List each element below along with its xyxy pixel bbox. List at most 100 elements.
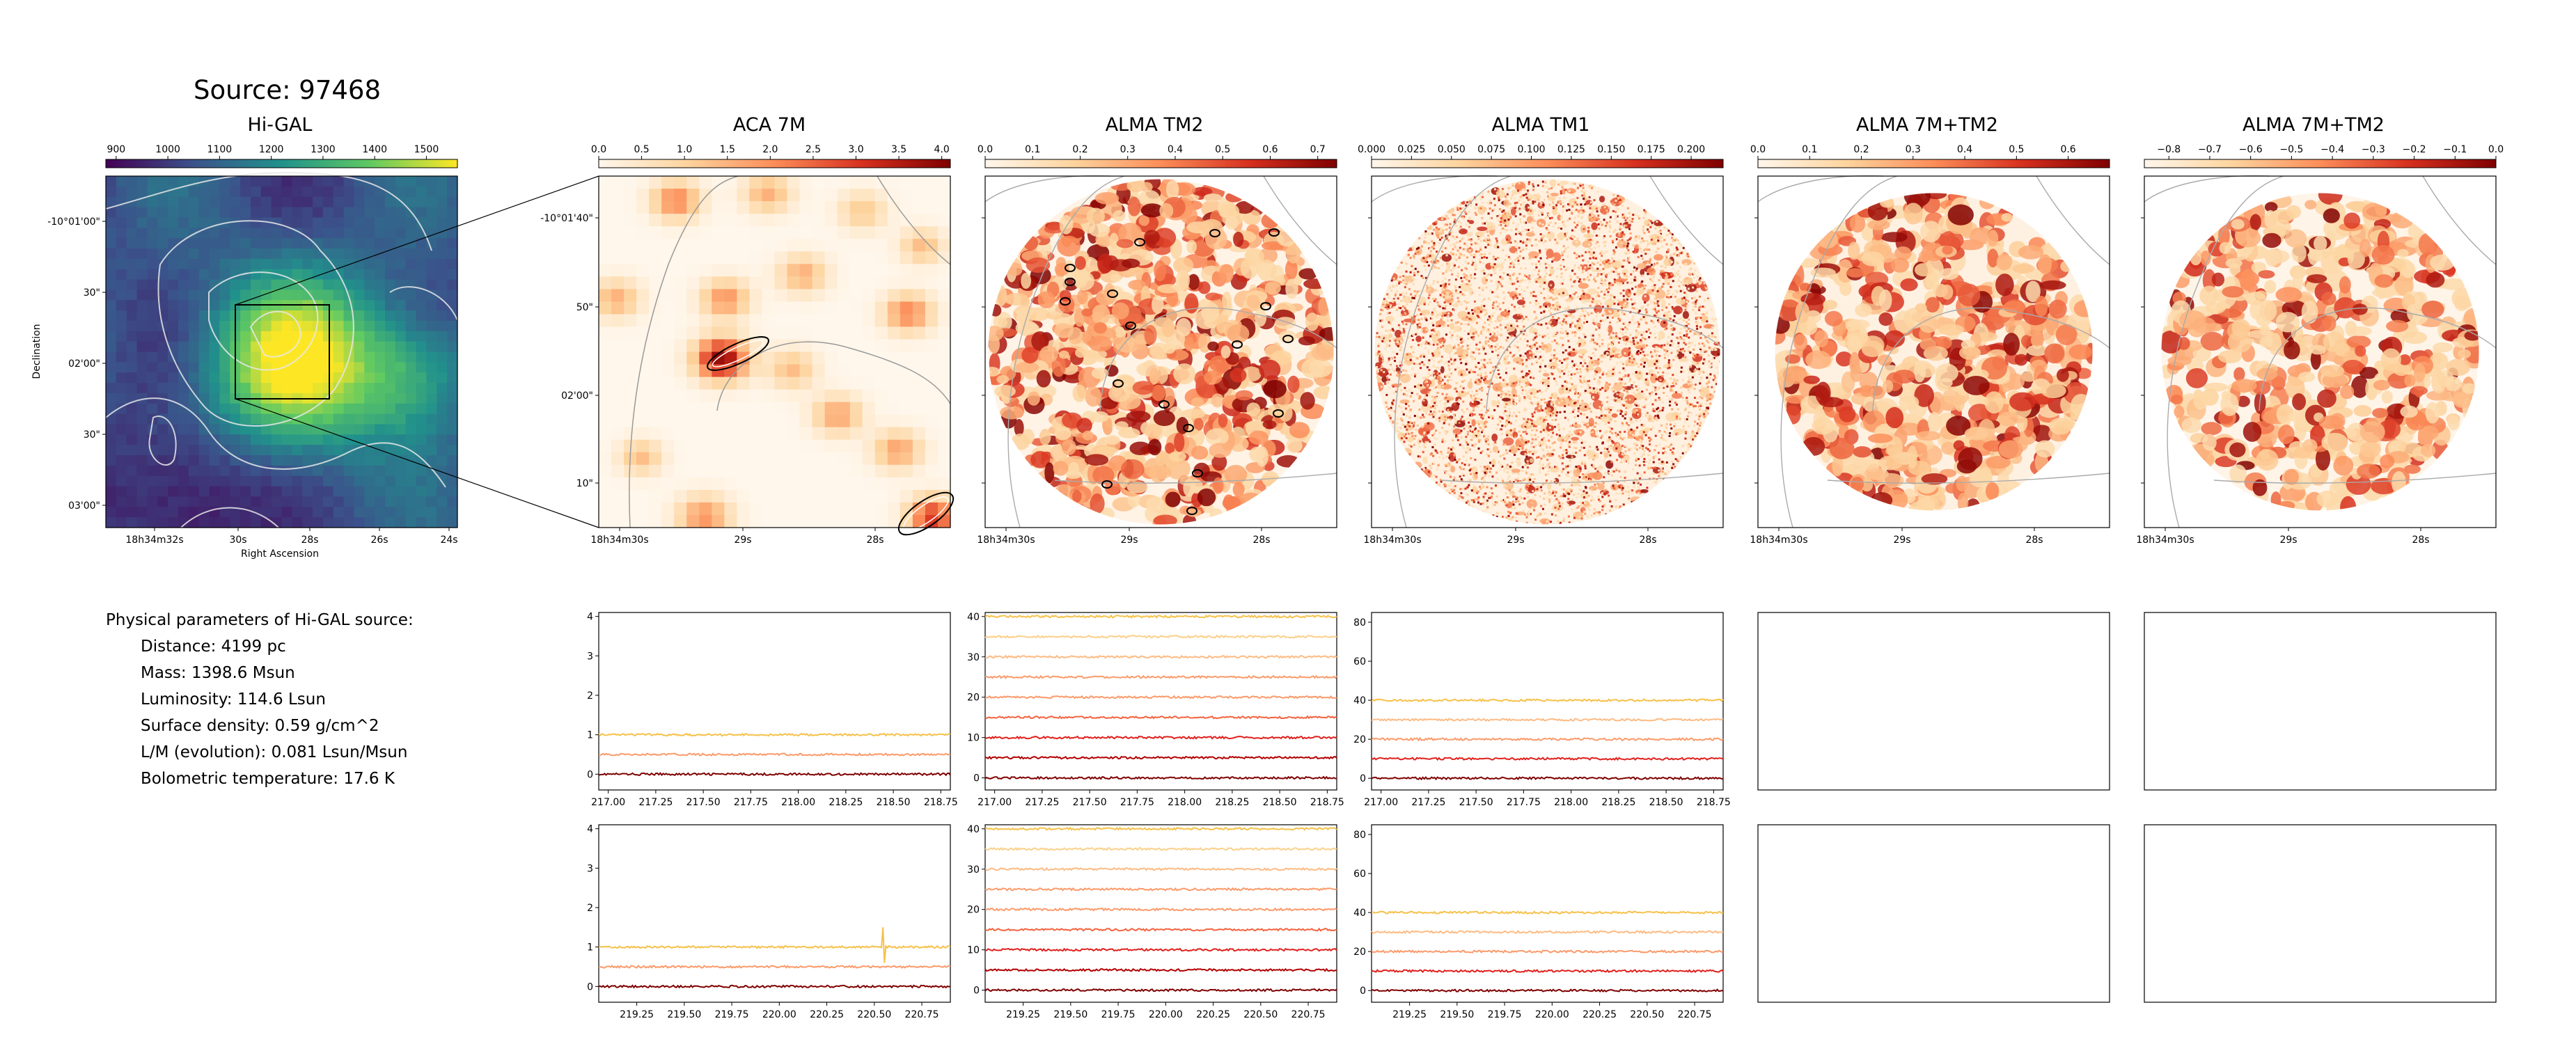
colorbar-1 [598, 159, 951, 168]
tm2-source-ellipse [1065, 278, 1076, 286]
x-tick-label: 29s [2279, 535, 2297, 546]
tm2-source-ellipse [1282, 335, 1294, 343]
empty-spectrum-panel [2144, 824, 2497, 1003]
spectrum-series [984, 654, 1337, 659]
x-tick-label: 219.75 [715, 1009, 749, 1020]
x-tick-label: 219.75 [1101, 1009, 1136, 1020]
tm2-source-ellipse [1183, 424, 1194, 432]
x-tick-label: 220.00 [1149, 1009, 1183, 1020]
panel-title-tm2: ALMA TM2 [1105, 114, 1204, 136]
y-axis-label: Declination [31, 324, 42, 379]
higal-contour [105, 397, 446, 488]
y-tick-label: 20 [1353, 947, 1366, 958]
spectrum-series [598, 752, 951, 757]
higal-contour [249, 310, 301, 358]
aca7m-contour [716, 341, 951, 411]
aca7m-source-ellipse [707, 336, 769, 371]
spectrum-series [1371, 757, 1724, 761]
y-tick-label: 0 [1360, 773, 1366, 784]
x-tick-label: 217.75 [1507, 797, 1541, 808]
x-tick-label: 217.00 [591, 797, 625, 808]
colorbar-tick-label: 0.050 [1438, 144, 1466, 155]
colorbar-0 [105, 159, 458, 168]
x-tick-label: 29s [734, 535, 751, 546]
colorbar-tick-label: 1.5 [720, 144, 735, 155]
x-tick-label: 217.50 [1073, 797, 1107, 808]
x-tick-label: 220.00 [1535, 1009, 1569, 1020]
y-tick-label: 20 [967, 693, 980, 704]
y-tick-label: 3 [587, 651, 593, 662]
colorbar-tick-label: 0.150 [1597, 144, 1625, 155]
map-4 [1775, 193, 2093, 511]
spectrum-series [984, 735, 1337, 740]
x-tick-label: 30s [229, 535, 246, 546]
spectrum-series [984, 674, 1337, 679]
x-tick-label: 217.50 [686, 797, 721, 808]
x-tick-label: 218.50 [1649, 797, 1683, 808]
spectrum-series [984, 907, 1337, 912]
tm2-source-ellipse [1113, 379, 1124, 388]
y-tick-label: 2 [587, 903, 593, 914]
x-tick-label: 218.00 [1554, 797, 1588, 808]
x-axis-label: Right Ascension [241, 548, 319, 560]
empty-spectrum-panel [1757, 824, 2110, 1003]
tm2-source-ellipse [1065, 264, 1076, 272]
colorbar-tick-label: −0.1 [2443, 144, 2467, 155]
colorbar-tick-label: −0.2 [2403, 144, 2426, 155]
higal-contour [389, 286, 458, 321]
colorbar-tick-label: 0.0 [977, 144, 993, 155]
colorbar-tick-label: −0.4 [2320, 144, 2344, 155]
spectrum-frame [984, 612, 1337, 791]
colorbar-tick-label: 0.0 [591, 144, 606, 155]
colorbar-tick-label: −0.7 [2198, 144, 2222, 155]
colorbar-tick-label: 0.200 [1677, 144, 1705, 155]
map-frame-3 [1371, 175, 1724, 528]
params-heading: Physical parameters of Hi-GAL source: [106, 611, 414, 629]
x-tick-label: 18h34m30s [590, 535, 648, 546]
colorbar-tick-label: 0.5 [2009, 144, 2024, 155]
tm2-source-ellipse [1269, 228, 1280, 237]
spectrum-series [1371, 776, 1724, 781]
map-contour [2213, 175, 2497, 484]
spectrum-series [1371, 969, 1724, 974]
y-tick-label: -10°01'40" [540, 213, 593, 224]
tm2-source-ellipse [1107, 290, 1118, 298]
y-tick-label: 3 [587, 863, 593, 874]
x-tick-label: 18h34m32s [125, 535, 183, 546]
x-tick-label: 29s [1893, 535, 1910, 546]
x-tick-label: 220.50 [1630, 1009, 1664, 1020]
x-tick-label: 26s [370, 535, 388, 546]
tm2-source-ellipse [1186, 507, 1197, 515]
colorbar-3 [1371, 159, 1724, 168]
x-tick-label: 217.25 [1025, 797, 1059, 808]
spectrum-series [598, 964, 951, 969]
colorbar-tick-label: 1.0 [677, 144, 692, 155]
x-tick-label: 219.50 [1053, 1009, 1087, 1020]
y-tick-label: 0 [1360, 986, 1366, 997]
x-tick-label: 18h34m30s [2136, 535, 2194, 546]
empty-spectrum-panel [2144, 612, 2497, 791]
colorbar-tick-label: 0.000 [1358, 144, 1385, 155]
x-tick-label: 218.75 [1697, 797, 1731, 808]
map-contour [1486, 307, 1724, 411]
colorbar-tick-label: 0.6 [2060, 144, 2075, 155]
colorbar-tick-label: −0.5 [2279, 144, 2303, 155]
spectrum-series [984, 614, 1337, 619]
colorbar-tick-label: 0.4 [1168, 144, 1183, 155]
aca7m-source-ellipse-inner [712, 340, 764, 367]
spectrum-series [598, 927, 951, 963]
colorbar-tick-label: 0.0 [1750, 144, 1766, 155]
param-mass: Mass: 1398.6 Msun [141, 664, 295, 682]
spectrum-series [598, 772, 951, 777]
aca7m-map [599, 176, 951, 528]
spectrum-series [984, 967, 1337, 972]
colorbar-4 [1757, 159, 2110, 168]
colorbar-tick-label: 0.5 [634, 144, 649, 155]
map-frame-4 [1757, 175, 2110, 528]
param-lm-evolution: L/M (evolution): 0.081 Lsun/Msun [141, 743, 408, 761]
x-tick-label: 28s [1252, 535, 1270, 546]
empty-spectrum-panel [1757, 612, 2110, 791]
colorbar-tick-label: 0.7 [1310, 144, 1326, 155]
x-tick-label: 220.75 [905, 1009, 939, 1020]
